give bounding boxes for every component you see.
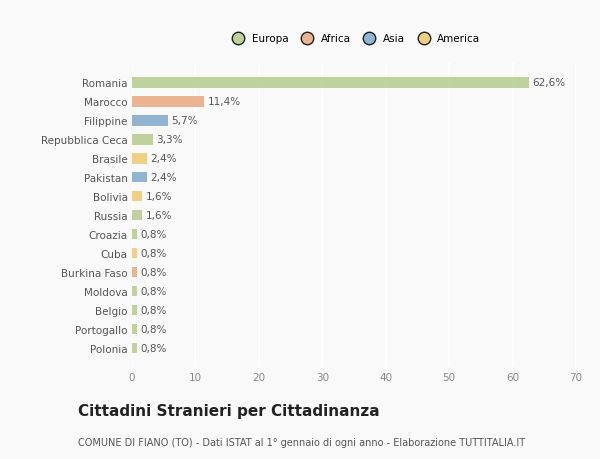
Text: 2,4%: 2,4% [151,154,177,164]
Text: Cittadini Stranieri per Cittadinanza: Cittadini Stranieri per Cittadinanza [78,403,380,419]
Text: 0,8%: 0,8% [140,249,167,258]
Bar [132,116,168,126]
Text: 0,8%: 0,8% [140,230,167,240]
Bar [132,343,137,353]
Legend: Europa, Africa, Asia, America: Europa, Africa, Asia, America [224,30,484,48]
Text: 0,8%: 0,8% [140,325,167,334]
Bar [132,248,137,259]
Text: 3,3%: 3,3% [156,135,182,145]
Text: 62,6%: 62,6% [532,78,565,88]
Text: 0,8%: 0,8% [140,286,167,297]
Text: 1,6%: 1,6% [145,211,172,221]
Bar [132,191,142,202]
Bar [132,230,137,240]
Text: 11,4%: 11,4% [208,97,241,107]
Bar [132,154,147,164]
Text: COMUNE DI FIANO (TO) - Dati ISTAT al 1° gennaio di ogni anno - Elaborazione TUTT: COMUNE DI FIANO (TO) - Dati ISTAT al 1° … [78,437,525,447]
Bar [132,135,153,145]
Text: 0,8%: 0,8% [140,268,167,278]
Bar [132,173,147,183]
Text: 5,7%: 5,7% [172,116,198,126]
Text: 0,8%: 0,8% [140,343,167,353]
Bar [132,324,137,335]
Text: 2,4%: 2,4% [151,173,177,183]
Bar [132,305,137,316]
Bar [132,286,137,297]
Bar [132,97,205,107]
Bar [132,211,142,221]
Text: 1,6%: 1,6% [145,192,172,202]
Bar [132,78,529,89]
Bar [132,267,137,278]
Text: 0,8%: 0,8% [140,305,167,315]
